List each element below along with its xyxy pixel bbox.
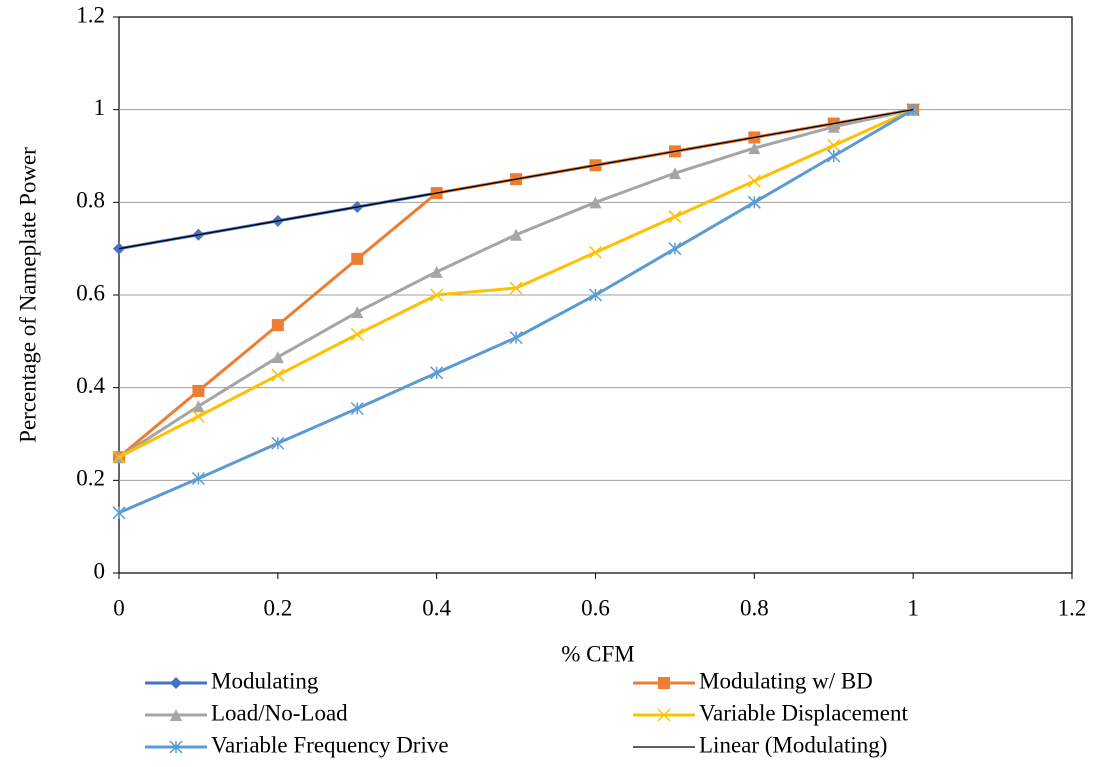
marker (509, 331, 523, 345)
marker (430, 366, 444, 380)
x-tick-label: 0.6 (581, 595, 610, 620)
marker (351, 306, 364, 319)
legend-marker (170, 709, 182, 721)
marker (350, 327, 364, 341)
legend-marker (657, 708, 671, 722)
marker (509, 281, 523, 295)
y-tick-label: 0 (94, 558, 106, 583)
legend-label: Variable Frequency Drive (211, 732, 449, 757)
y-tick-label: 0.6 (76, 280, 105, 305)
marker (748, 142, 761, 155)
marker (192, 384, 205, 397)
marker (668, 167, 681, 180)
marker (906, 103, 920, 117)
y-tick-label: 0.2 (76, 466, 105, 491)
y-tick-label: 1 (94, 95, 106, 120)
legend-label: Linear (Modulating) (699, 732, 887, 757)
y-tick-label: 1.2 (76, 2, 105, 27)
marker (430, 288, 444, 302)
y-tick-label: 0.8 (76, 188, 105, 213)
marker (747, 174, 761, 188)
marker (192, 400, 205, 413)
marker (827, 120, 840, 133)
series-line (118, 108, 914, 515)
marker (827, 149, 841, 163)
marker (510, 228, 523, 241)
marker (430, 265, 443, 278)
x-tick-label: 0.8 (740, 595, 769, 620)
x-tick-label: 1 (907, 595, 919, 620)
series-line (118, 109, 914, 250)
x-tick-label: 0 (113, 595, 125, 620)
marker (668, 210, 682, 224)
marker (827, 138, 841, 152)
legend-marker (169, 740, 183, 754)
marker (588, 288, 603, 302)
marker (191, 409, 205, 423)
x-tick-label: 1.2 (1058, 595, 1087, 620)
marker (271, 351, 284, 364)
marker (350, 401, 364, 416)
marker (191, 471, 205, 486)
marker (588, 245, 603, 259)
marker (747, 195, 761, 209)
marker (112, 450, 126, 464)
marker (271, 436, 285, 450)
legend-marker (170, 677, 182, 689)
y-axis-label: Percentage of Nameplate Power (15, 147, 40, 443)
legend-label: Variable Displacement (699, 700, 908, 725)
x-axis-label: % CFM (561, 641, 635, 666)
series-line (118, 108, 914, 459)
legend-marker (658, 677, 670, 689)
y-tick-label: 0.4 (76, 373, 105, 398)
x-tick-label: 0.2 (263, 595, 292, 620)
marker (589, 196, 602, 209)
legend-label: Modulating w/ BD (699, 668, 873, 693)
legend-label: Modulating (211, 668, 319, 693)
marker (271, 368, 285, 382)
marker (271, 319, 284, 332)
marker (351, 252, 364, 265)
marker (112, 506, 126, 520)
x-tick-label: 0.4 (422, 595, 451, 620)
marker (668, 242, 682, 256)
legend-label: Load/No-Load (211, 700, 348, 725)
